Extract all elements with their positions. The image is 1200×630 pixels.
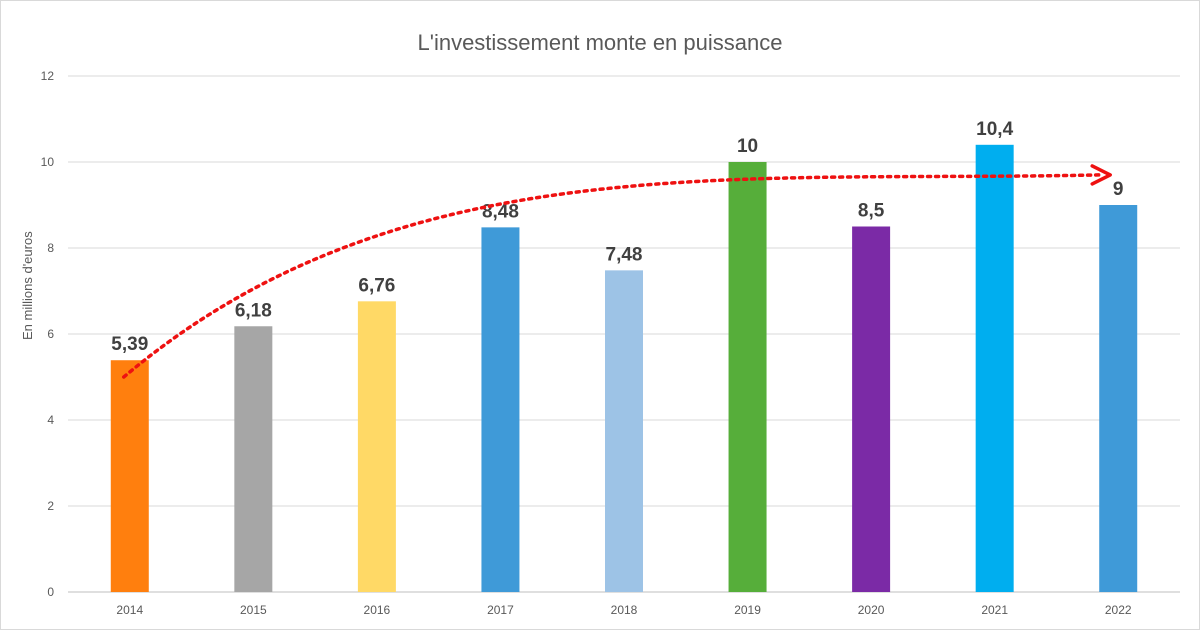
x-tick-label: 2015 xyxy=(240,603,267,617)
bar-2020 xyxy=(852,226,891,592)
x-tick-label: 2020 xyxy=(858,603,885,617)
y-tick-label: 12 xyxy=(41,69,55,83)
trend-line xyxy=(122,173,1102,379)
trend-arrow xyxy=(122,164,1112,379)
y-tick-label: 8 xyxy=(47,241,54,255)
trend-arrowhead xyxy=(1090,164,1112,186)
data-label: 6,18 xyxy=(235,300,272,321)
x-tick-label: 2021 xyxy=(981,603,1008,617)
x-tick-label: 2018 xyxy=(611,603,638,617)
x-tick-label: 2022 xyxy=(1105,603,1132,617)
bar-2017 xyxy=(481,227,520,593)
data-label: 9 xyxy=(1113,179,1124,200)
x-tick-label: 2017 xyxy=(487,603,514,617)
x-axis-ticks: 2014 2015 2016 2017 2018 2019 2020 2021 2022 xyxy=(116,603,1131,617)
bar-2018 xyxy=(605,270,643,592)
data-label: 10,4 xyxy=(976,119,1013,140)
bar-2016 xyxy=(357,301,396,592)
y-axis-ticks: 0 2 4 6 8 10 12 xyxy=(41,69,55,599)
bar-2022 xyxy=(1099,205,1138,592)
y-tick-label: 0 xyxy=(47,585,54,599)
data-label: 6,76 xyxy=(358,275,395,296)
y-tick-label: 4 xyxy=(47,413,54,427)
bar-2015 xyxy=(234,326,273,592)
y-tick-label: 2 xyxy=(47,499,54,513)
bar-2021 xyxy=(975,144,1014,593)
data-label: 10 xyxy=(737,136,758,157)
bar-2014 xyxy=(110,360,149,592)
y-tick-label: 10 xyxy=(41,155,55,169)
y-tick-label: 6 xyxy=(47,327,54,341)
data-label: 8,5 xyxy=(858,201,885,222)
bars xyxy=(110,144,1138,593)
x-tick-label: 2014 xyxy=(116,603,143,617)
bar-2019 xyxy=(728,162,767,592)
x-tick-label: 2016 xyxy=(364,603,391,617)
chart-title: L'investissement monte en puissance xyxy=(417,30,783,55)
x-tick-label: 2019 xyxy=(734,603,761,617)
data-label: 5,39 xyxy=(111,334,148,355)
data-label: 7,48 xyxy=(606,244,643,265)
